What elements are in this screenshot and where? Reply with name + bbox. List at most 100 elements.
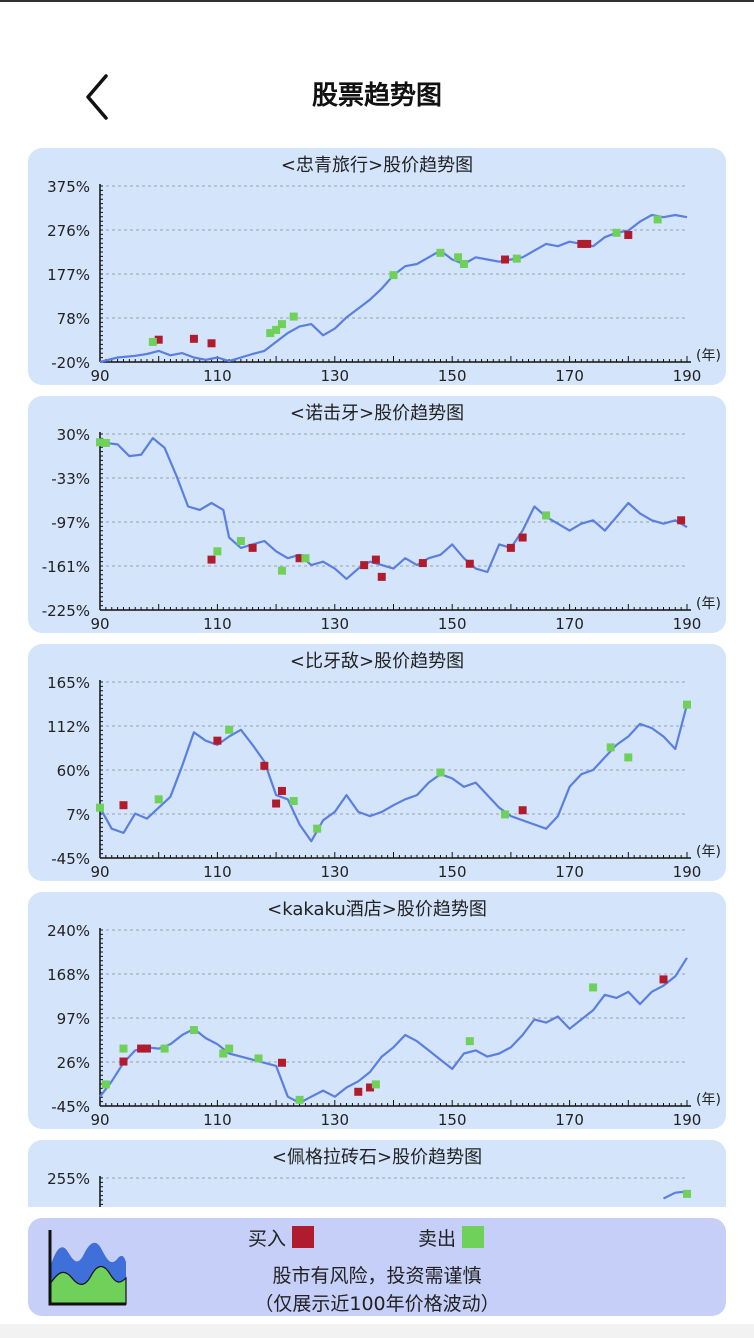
buy-marker <box>260 761 269 770</box>
sell-marker <box>371 1080 380 1089</box>
chart-title: <忠青旅行>股价趋势图 <box>280 155 474 176</box>
sell-marker <box>624 753 633 762</box>
sell-marker <box>119 1044 128 1053</box>
stock-chart-card: <比牙敌>股价趋势图 165% 112% 60% 7% -45% 90 110 130 150 1… <box>28 644 726 881</box>
system-nav-bar <box>0 1324 754 1338</box>
y-tick-label: -225% <box>42 602 90 620</box>
buy-marker <box>207 555 216 564</box>
sell-marker <box>266 329 275 338</box>
buy-marker <box>213 736 222 745</box>
y-tick-label: 375% <box>47 178 90 196</box>
stock-chart: 240% 168% 97% 26% -45%90 110 130 150 170 190 (年) <box>47 922 721 1129</box>
y-tick-label: -45% <box>51 1098 90 1116</box>
sell-marker <box>289 797 298 806</box>
x-tick-label: 170 <box>555 615 584 633</box>
sell-marker <box>225 1044 234 1053</box>
x-tick-label: 110 <box>203 367 232 385</box>
x-unit-label: (年) <box>696 596 721 612</box>
y-tick-label: 112% <box>47 718 90 736</box>
sell-marker <box>148 337 157 346</box>
sell-marker <box>501 810 510 819</box>
buy-marker <box>659 975 668 984</box>
buy-marker <box>583 239 592 248</box>
y-tick-label: 168% <box>47 966 90 984</box>
buy-marker <box>354 1087 363 1096</box>
x-tick-label: 110 <box>203 863 232 881</box>
risk-warning: 股市有风险，投资需谨慎 <box>272 1265 482 1287</box>
buy-legend-label: 买入 <box>248 1227 287 1250</box>
sell-marker <box>436 248 445 257</box>
chart-title: <诺击牙>股价趋势图 <box>289 403 465 424</box>
x-tick-label: 170 <box>555 367 584 385</box>
sell-marker <box>612 228 621 237</box>
y-tick-label: -20% <box>51 354 90 372</box>
price-line <box>99 704 689 843</box>
buy-marker <box>518 533 527 542</box>
sell-marker <box>277 320 286 329</box>
buy-marker <box>377 572 386 581</box>
y-tick-label: -45% <box>51 850 90 868</box>
buy-marker <box>501 255 510 264</box>
top-border <box>0 0 754 2</box>
sell-marker <box>219 1049 228 1058</box>
y-tick-label: 276% <box>47 222 90 240</box>
sell-marker <box>606 743 615 752</box>
x-tick-label: 130 <box>320 863 349 881</box>
buy-marker <box>366 1083 375 1092</box>
stock-chart-card: <诺击牙>股价趋势图 30% -33% -97% -161% -225% 90 110 130… <box>28 396 726 633</box>
sell-marker <box>454 253 463 262</box>
price-line <box>99 436 688 580</box>
buy-marker <box>207 339 216 348</box>
sell-marker <box>154 795 163 804</box>
y-tick-label: 97% <box>57 1010 90 1028</box>
y-tick-label: 78% <box>57 310 90 328</box>
x-tick-label: 90 <box>90 615 109 633</box>
sell-marker <box>683 1189 691 1198</box>
chart-title: <kakaku酒店>股价趋势图 <box>267 899 487 920</box>
x-tick-label: 90 <box>90 1111 109 1129</box>
sell-marker <box>459 259 468 268</box>
x-tick-label: 190 <box>673 1111 702 1129</box>
sell-swatch <box>462 1226 485 1248</box>
buy-swatch <box>292 1226 315 1248</box>
x-unit-label: (年) <box>696 844 721 860</box>
x-tick-label: 150 <box>438 863 467 881</box>
y-tick-label: -161% <box>42 558 90 576</box>
chart-title: <比牙敌>股价趋势图 <box>289 651 465 672</box>
x-tick-label: 130 <box>320 367 349 385</box>
sell-marker <box>313 824 322 833</box>
sell-marker <box>301 554 310 563</box>
buy-marker <box>371 555 380 564</box>
page-title: 股票趋势图 <box>311 81 442 111</box>
buy-marker <box>577 239 586 248</box>
stock-chart-card: <忠青旅行>股价趋势图 375% 276% 177% 78% -20% 90 110 130 1… <box>28 148 726 385</box>
buy-marker <box>272 799 281 808</box>
sell-marker <box>213 547 222 556</box>
header: 股票趋势图 <box>0 60 754 130</box>
chart-list[interactable]: <忠青旅行>股价趋势图 375% 276% 177% 78% -20% 90 110 130 1… <box>0 140 754 1207</box>
sell-marker <box>653 215 662 224</box>
back-arrow-icon[interactable] <box>72 70 126 124</box>
sell-marker <box>542 511 551 520</box>
sell-marker <box>96 438 104 447</box>
price-line <box>99 213 688 364</box>
buy-marker <box>142 1044 151 1053</box>
price-line <box>99 957 688 1104</box>
legend-panel: 买入 卖出 股市有风险，投资需谨慎 （仅展示近100年价格波动） <box>28 1218 726 1316</box>
x-tick-label: 190 <box>673 615 702 633</box>
x-tick-label: 170 <box>555 1111 584 1129</box>
range-note: （仅展示近100年价格波动） <box>254 1293 500 1315</box>
y-tick-label: 26% <box>57 1054 90 1072</box>
y-tick-label: 165% <box>47 674 90 692</box>
buy-marker <box>624 231 633 240</box>
x-tick-label: 110 <box>203 615 232 633</box>
buy-marker <box>295 554 304 563</box>
buy-marker <box>506 543 515 552</box>
sell-marker <box>101 1080 110 1089</box>
x-tick-label: 190 <box>673 863 702 881</box>
sell-marker <box>436 768 445 777</box>
x-tick-label: 150 <box>438 1111 467 1129</box>
sell-marker <box>101 438 110 447</box>
y-tick-label: 60% <box>57 762 90 780</box>
